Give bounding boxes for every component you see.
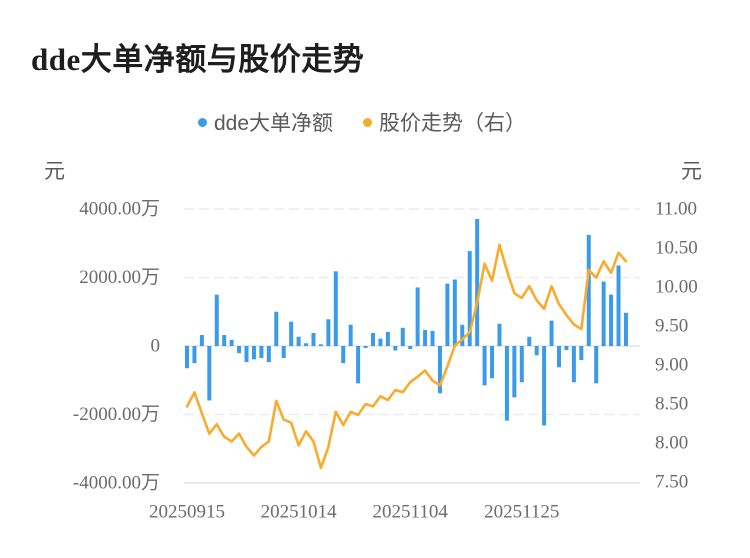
y-tick-label-left: 2000.00万 (79, 267, 160, 288)
dde-net-bar (304, 343, 309, 346)
dde-net-bar (326, 319, 331, 346)
y-tick-label-right: 10.50 (655, 238, 698, 259)
dde-net-bar (542, 346, 547, 426)
legend-item-price[interactable]: 股价走势（右） (363, 107, 526, 137)
y-tick-label-right: 8.50 (655, 394, 688, 415)
dde-net-bar (512, 346, 517, 398)
legend-item-dde-net[interactable]: dde大单净额 (197, 107, 334, 137)
dde-net-bar (437, 346, 442, 394)
x-tick-label: 20250915 (149, 502, 225, 523)
dde-net-bar (452, 279, 457, 347)
dde-net-bar (623, 312, 628, 346)
dde-net-bar (385, 331, 390, 346)
y-tick-label-right: 11.00 (655, 199, 697, 220)
dde-net-bar (430, 330, 435, 346)
dde-net-bar (356, 346, 361, 384)
dde-net-bar (579, 346, 584, 361)
dde-net-bar (609, 294, 614, 347)
legend-bar-label: dde大单净额 (213, 112, 334, 135)
dde-net-bar (348, 324, 353, 346)
legend-bar-dot-icon (197, 117, 207, 127)
dde-net-bar (229, 339, 234, 346)
y-tick-label-right: 9.00 (655, 355, 688, 376)
dde-net-bar (586, 235, 591, 346)
y-tick-label-right: 8.00 (655, 433, 688, 454)
dde-net-bar (408, 346, 413, 350)
y-tick-label-left: 4000.00万 (79, 199, 160, 220)
y-tick-label-left: 0 (151, 336, 161, 357)
dde-net-bar (423, 329, 428, 346)
dde-net-bar (490, 346, 495, 379)
dde-net-bar (192, 346, 197, 364)
dde-net-bar (199, 335, 204, 346)
page-title: dde大单净额与股价走势 (31, 42, 365, 77)
dde-net-bar (601, 281, 606, 346)
dde-net-bar (557, 346, 561, 368)
right-axis-unit: 元 (681, 160, 702, 183)
dde-net-bar (527, 336, 532, 346)
dde-net-bar (185, 346, 189, 369)
dde-net-bar (549, 320, 554, 346)
dde-net-bar (445, 283, 450, 346)
dde-net-bar (415, 287, 420, 346)
dde-net-bar (222, 335, 227, 346)
x-tick-label: 20251104 (373, 502, 449, 523)
x-tick-label: 20251125 (484, 502, 559, 523)
dde-net-bar (259, 346, 264, 358)
dde-net-bar (341, 346, 346, 364)
price-line (185, 243, 628, 470)
y-tick-label-left: -2000.00万 (73, 404, 160, 425)
dde-net-bar (237, 346, 242, 354)
dde-net-bar (460, 324, 465, 346)
left-axis-unit: 元 (44, 160, 65, 183)
dde-net-bar (616, 265, 621, 346)
dde-net-bar (371, 332, 375, 347)
legend-line-dot-icon (363, 117, 373, 127)
dde-net-bar (296, 336, 301, 346)
dde-net-bar (289, 321, 294, 346)
dde-net-bar (251, 346, 256, 360)
dde-net-bar (534, 346, 539, 356)
chart-legend: dde大单净额 股价走势（右） (0, 107, 724, 137)
dde-net-bar (281, 346, 286, 358)
x-tick-label: 20251014 (261, 502, 338, 523)
dde-net-bar (571, 346, 576, 383)
dde-net-bar (594, 346, 599, 384)
dde-net-bar (214, 294, 219, 347)
dde-net-bar (244, 346, 249, 363)
dde-net-bar (363, 346, 368, 349)
dde-net-bar (482, 346, 487, 386)
dde-net-bar (564, 346, 569, 351)
y-tick-label-right: 9.50 (655, 316, 688, 337)
dde-net-bar (400, 327, 405, 346)
dde-net-bar (393, 346, 398, 351)
y-tick-label-right: 10.00 (655, 277, 698, 298)
y-tick-label-right: 7.50 (655, 472, 688, 493)
dde-net-bar (467, 251, 472, 346)
dde-net-bar (311, 332, 316, 347)
dde-net-bar (333, 271, 338, 346)
legend-line-label: 股价走势（右） (379, 112, 527, 135)
dde-net-bar (318, 344, 323, 346)
dde-net-bar (475, 218, 480, 346)
dde-net-bar (504, 346, 509, 421)
dde-net-bar (378, 338, 383, 346)
dde-net-bar (497, 323, 502, 346)
dde-net-bar (274, 311, 279, 346)
dde-net-bar (519, 346, 524, 383)
y-tick-label-left: -4000.00万 (73, 473, 160, 494)
dde-net-bar (266, 346, 271, 363)
dde-net-bar (207, 346, 212, 401)
